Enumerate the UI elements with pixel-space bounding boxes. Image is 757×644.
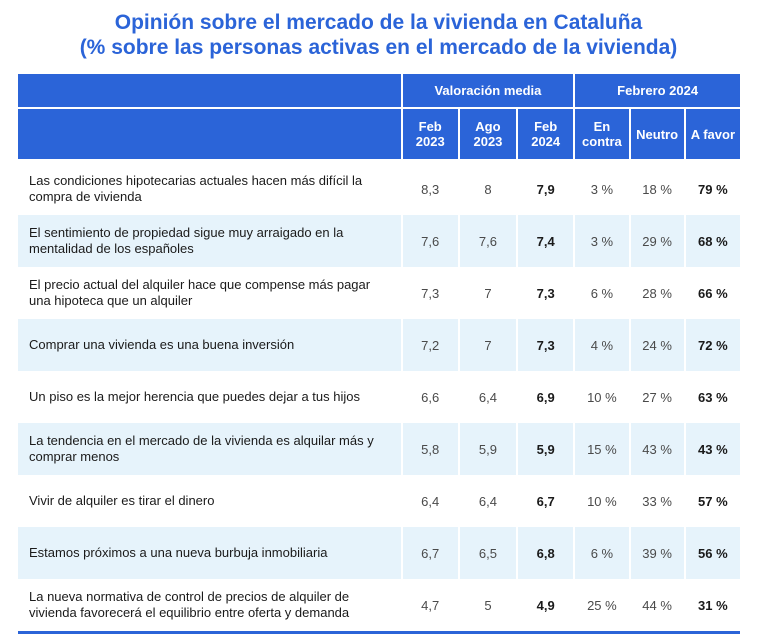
value-neutro: 24 % xyxy=(628,319,685,371)
page-title: Opinión sobre el mercado de la vivienda … xyxy=(114,11,643,34)
value-en-contra: 3 % xyxy=(573,215,630,267)
value-ago-2023: 5,9 xyxy=(457,423,518,475)
value-ago-2023: 7,6 xyxy=(457,215,518,267)
column-header-line: Feb xyxy=(418,119,442,134)
column-header-line: Ago xyxy=(475,119,501,134)
value-en-contra: 25 % xyxy=(573,579,630,634)
value-feb-2024: 5,9 xyxy=(516,423,575,475)
value-feb-2023: 6,6 xyxy=(400,371,459,423)
row-label: El precio actual del alquiler hace que c… xyxy=(29,277,371,308)
table-row: Las condiciones hipotecarias actuales ha… xyxy=(18,163,740,215)
value-ago-2023: 6,5 xyxy=(457,527,518,579)
value-en-contra: 4 % xyxy=(573,319,630,371)
column-header: A favor xyxy=(683,108,740,159)
table-row: Estamos próximos a una nueva burbuja inm… xyxy=(18,527,740,579)
title-block: Opinión sobre el mercado de la vivienda … xyxy=(0,10,757,60)
value-neutro: 43 % xyxy=(628,423,685,475)
value-neutro: 18 % xyxy=(628,163,685,215)
value-a-favor: 68 % xyxy=(683,215,740,267)
value-feb-2023: 7,6 xyxy=(400,215,459,267)
row-label: La nueva normativa de control de precios… xyxy=(18,579,402,634)
header-blank xyxy=(18,74,402,109)
row-label: Un piso es la mejor herencia que puedes … xyxy=(29,389,360,404)
value-a-favor: 57 % xyxy=(683,475,740,527)
value-a-favor: 63 % xyxy=(683,371,740,423)
value-neutro: 27 % xyxy=(628,371,685,423)
table-row: Un piso es la mejor herencia que puedes … xyxy=(18,371,740,423)
header-group-febrero: Febrero 2024 xyxy=(573,74,740,109)
value-feb-2023: 6,7 xyxy=(400,527,459,579)
value-feb-2024: 6,7 xyxy=(516,475,575,527)
column-header-line: Neutro xyxy=(636,126,679,142)
value-a-favor: 56 % xyxy=(683,527,740,579)
value-a-favor: 72 % xyxy=(683,319,740,371)
value-ago-2023: 6,4 xyxy=(457,475,518,527)
value-feb-2024: 4,9 xyxy=(516,579,575,634)
row-label: La tendencia en el mercado de la viviend… xyxy=(18,423,402,475)
value-neutro: 29 % xyxy=(628,215,685,267)
value-a-favor: 79 % xyxy=(683,163,740,215)
opinion-table: Valoración media Febrero 2024 Feb 2023 Ago… xyxy=(18,74,740,634)
column-header-line: A favor xyxy=(690,126,736,142)
value-en-contra: 3 % xyxy=(573,163,630,215)
value-neutro: 33 % xyxy=(628,475,685,527)
value-en-contra: 6 % xyxy=(573,527,630,579)
value-feb-2023: 4,7 xyxy=(400,579,459,634)
value-ago-2023: 7 xyxy=(457,267,518,319)
header-group-valoracion: Valoración media xyxy=(400,74,575,109)
row-label: Estamos próximos a una nueva burbuja inm… xyxy=(18,527,402,579)
value-feb-2024: 6,8 xyxy=(516,527,575,579)
table-row: El precio actual del alquiler hace que c… xyxy=(18,267,740,319)
value-feb-2024: 6,9 xyxy=(516,371,575,423)
column-header: Neutro xyxy=(628,108,685,159)
column-header-line: 2023 xyxy=(415,134,445,149)
table-row: Vivir de alquiler es tirar el dinero 6,4 6… xyxy=(18,475,740,527)
value-en-contra: 10 % xyxy=(573,371,630,423)
row-label: Vivir de alquiler es tirar el dinero xyxy=(29,493,215,508)
value-neutro: 39 % xyxy=(628,527,685,579)
value-a-favor: 31 % xyxy=(683,579,740,634)
value-ago-2023: 7 xyxy=(457,319,518,371)
value-ago-2023: 8 xyxy=(457,163,518,215)
column-header: En contra xyxy=(573,108,630,159)
value-ago-2023: 6,4 xyxy=(457,371,518,423)
column-header-line: 2023 xyxy=(473,134,503,149)
column-header-line: contra xyxy=(582,134,622,149)
value-feb-2023: 7,2 xyxy=(400,319,459,371)
header-blank-2 xyxy=(18,108,402,159)
value-feb-2024: 7,9 xyxy=(516,163,575,215)
value-feb-2023: 6,4 xyxy=(400,475,459,527)
table-row: La tendencia en el mercado de la viviend… xyxy=(18,423,740,475)
page-subtitle: (% sobre las personas activas en el merc… xyxy=(79,36,678,59)
value-feb-2023: 8,3 xyxy=(400,163,459,215)
value-a-favor: 66 % xyxy=(683,267,740,319)
column-header: Ago 2023 xyxy=(457,108,518,159)
value-neutro: 28 % xyxy=(628,267,685,319)
table-row: La nueva normativa de control de precios… xyxy=(18,579,740,634)
value-feb-2024: 7,3 xyxy=(516,267,575,319)
value-neutro: 44 % xyxy=(628,579,685,634)
value-en-contra: 15 % xyxy=(573,423,630,475)
value-feb-2024: 7,3 xyxy=(516,319,575,371)
table-header: Valoración media Febrero 2024 Feb 2023 Ago… xyxy=(18,74,740,159)
column-header-line: Feb xyxy=(534,119,558,134)
value-ago-2023: 5 xyxy=(457,579,518,634)
column-header-line: 2024 xyxy=(531,134,561,149)
table-body: Las condiciones hipotecarias actuales ha… xyxy=(18,159,740,634)
value-feb-2024: 7,4 xyxy=(516,215,575,267)
value-en-contra: 6 % xyxy=(573,267,630,319)
value-en-contra: 10 % xyxy=(573,475,630,527)
table-row: Comprar una vivienda es una buena invers… xyxy=(18,319,740,371)
value-feb-2023: 7,3 xyxy=(400,267,459,319)
row-label: El sentimiento de propiedad sigue muy ar… xyxy=(18,215,402,267)
column-header: Feb 2023 xyxy=(400,108,459,159)
value-a-favor: 43 % xyxy=(683,423,740,475)
table-row: El sentimiento de propiedad sigue muy ar… xyxy=(18,215,740,267)
row-label: Las condiciones hipotecarias actuales ha… xyxy=(29,173,363,204)
column-header: Feb 2024 xyxy=(516,108,575,159)
value-feb-2023: 5,8 xyxy=(400,423,459,475)
column-header-line: En xyxy=(593,119,611,134)
row-label: Comprar una vivienda es una buena invers… xyxy=(18,319,402,371)
